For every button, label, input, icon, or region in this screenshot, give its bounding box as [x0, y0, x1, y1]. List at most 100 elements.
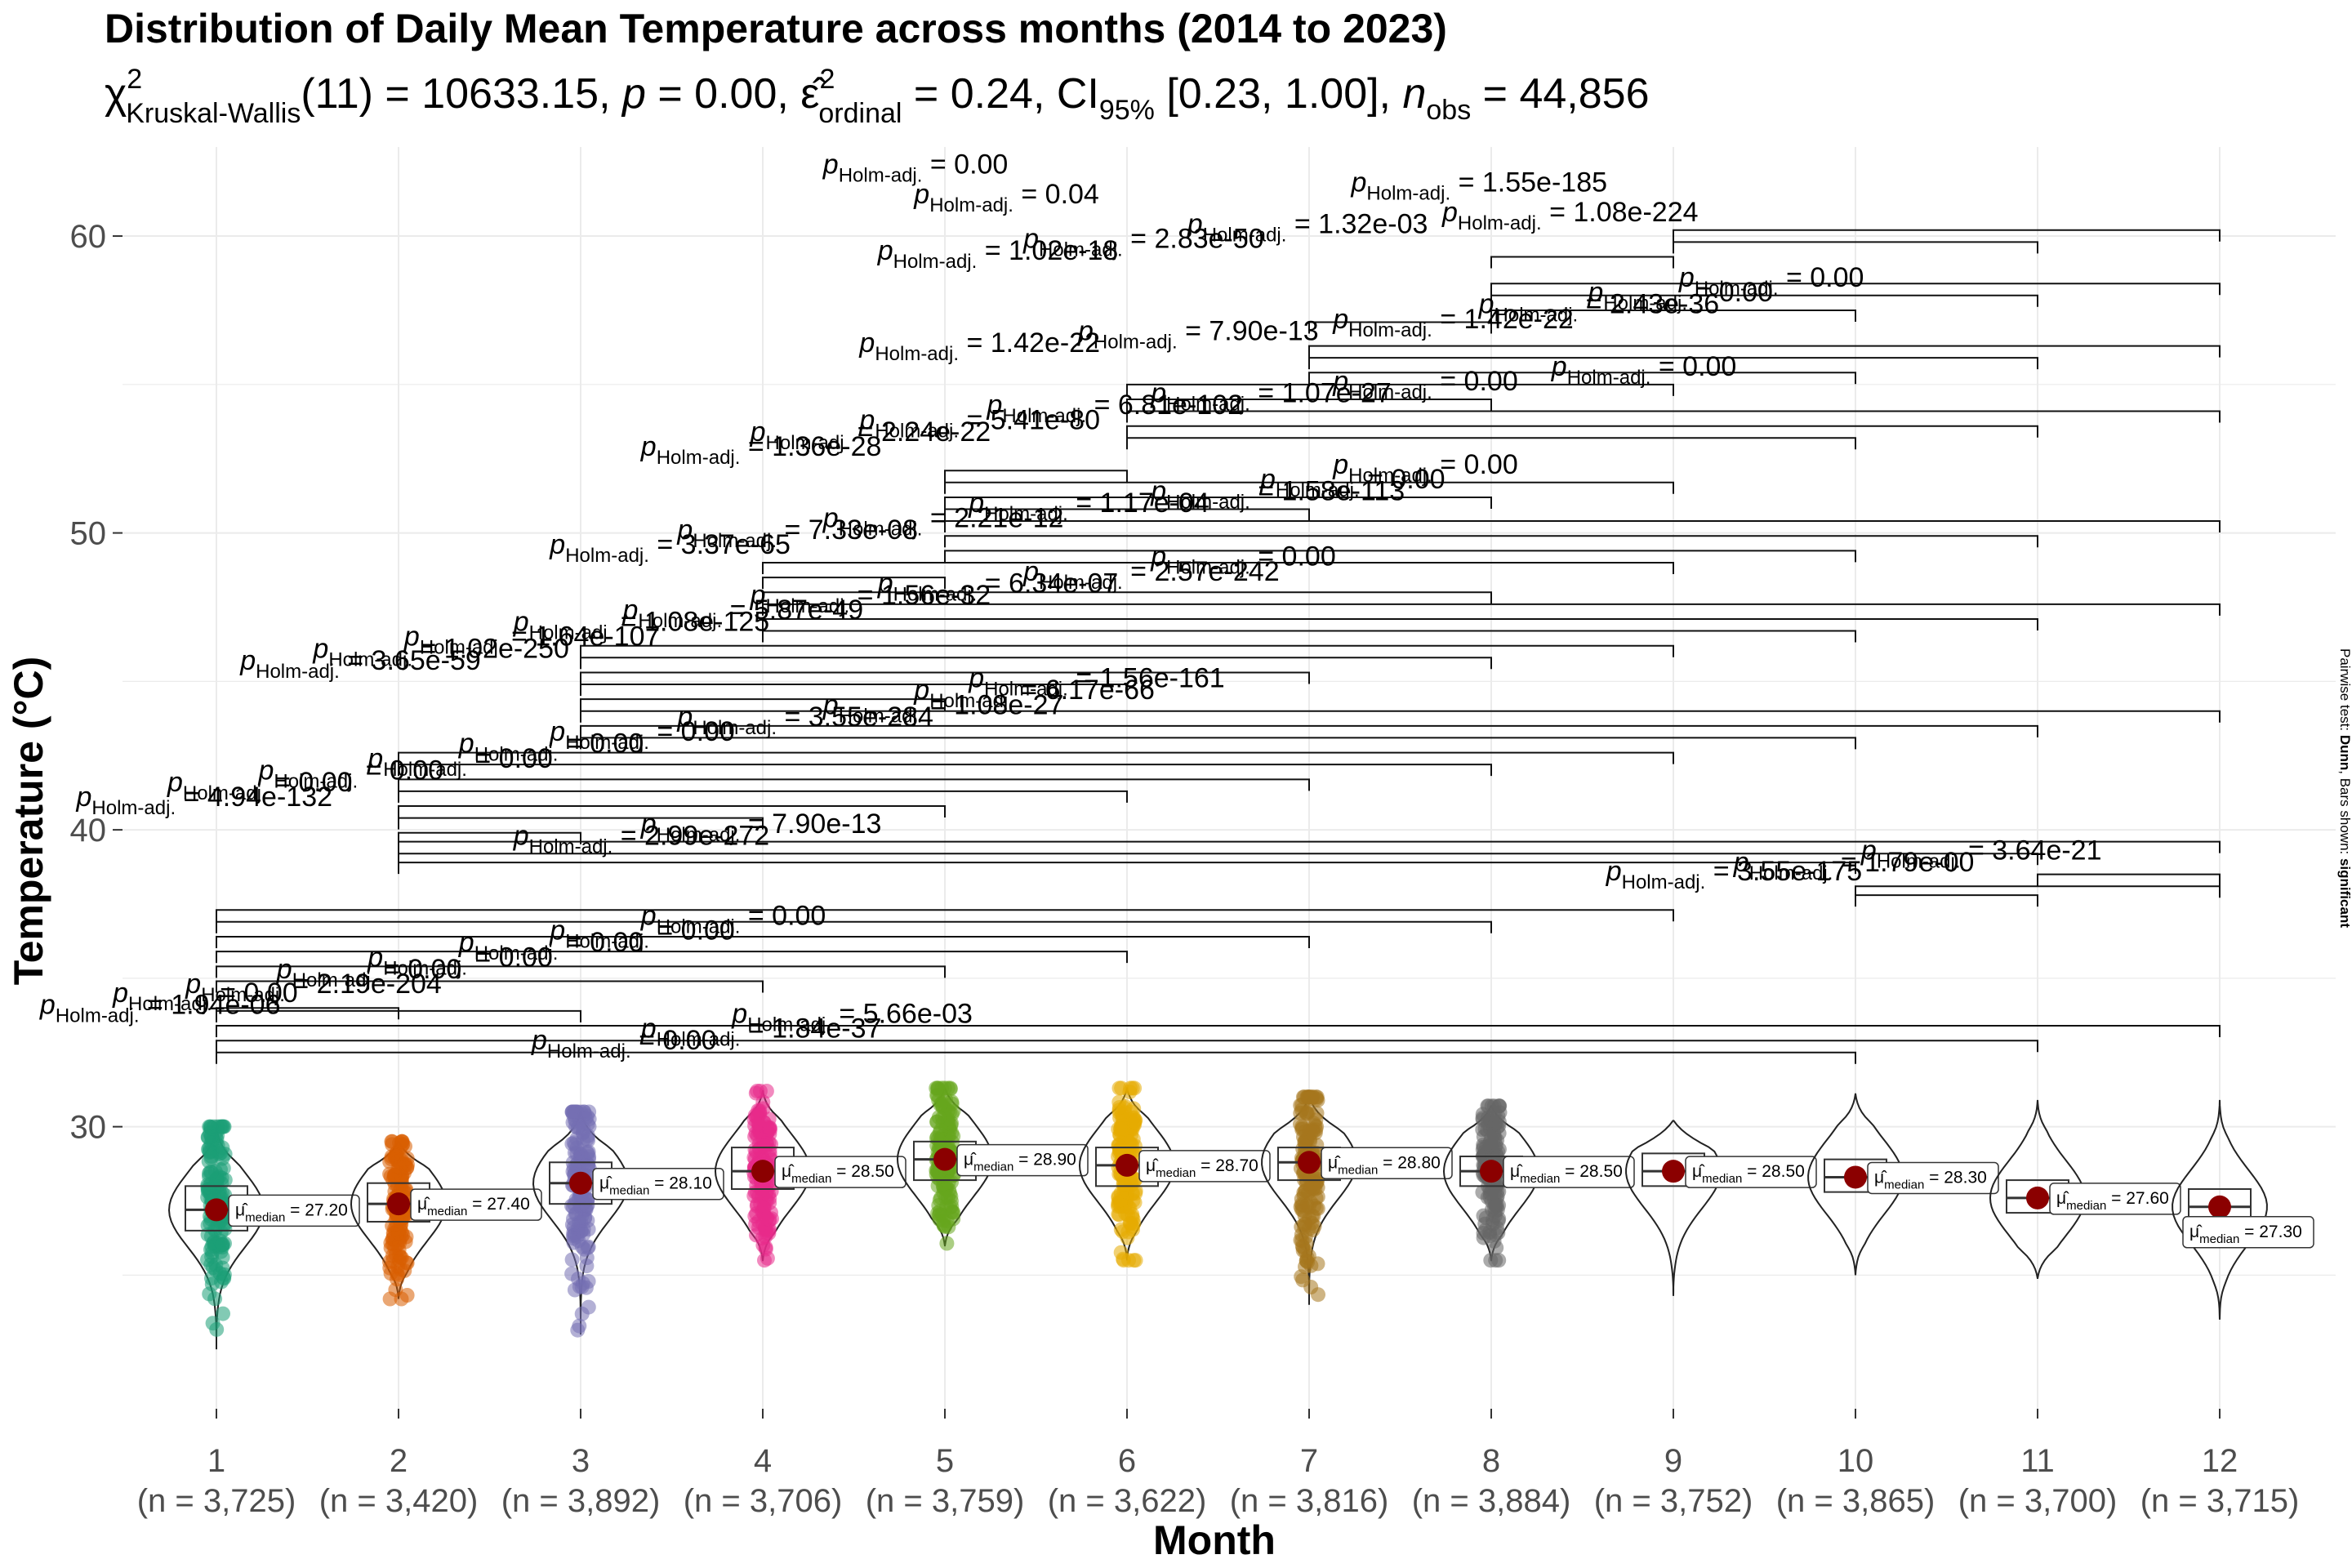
y-tick-label: 60	[70, 219, 107, 255]
data-point	[581, 1144, 596, 1160]
median-label: μ̂median = 28.70	[1138, 1150, 1271, 1183]
data-point	[755, 1183, 770, 1198]
pairwise-p-label: pHolm-adj. = 0.00	[640, 900, 826, 938]
x-count-label: (n = 3,420)	[319, 1483, 479, 1519]
pairwise-p-label: pHolm-adj. = 0.00	[1150, 541, 1336, 579]
violin-group: μ̂median = 28.50	[1442, 1098, 1635, 1268]
median-label: μ̂median = 28.50	[774, 1156, 906, 1188]
data-point	[750, 1196, 765, 1212]
pairwise-bracket	[216, 920, 1492, 933]
x-tick-label: 11	[2020, 1443, 2055, 1479]
data-point	[747, 1107, 763, 1123]
pairwise-p-label: pHolm-adj. = 0.00	[549, 716, 735, 754]
data-point	[1475, 1112, 1490, 1128]
data-point	[581, 1128, 595, 1143]
data-point	[1490, 1183, 1505, 1199]
data-point	[1307, 1125, 1323, 1141]
median-label-text: μ̂median = 28.70	[1146, 1156, 1258, 1180]
x-count-label: (n = 3,725)	[137, 1483, 296, 1519]
data-point	[1113, 1121, 1128, 1136]
median-label-box	[774, 1156, 906, 1188]
pairwise-bracket	[1308, 357, 2038, 370]
data-point	[1128, 1186, 1143, 1201]
pairwise-p-label: pHolm-adj. = 3.37e-65	[549, 529, 791, 567]
pairwise-p-label: pHolm-adj. = 1.08e-125	[513, 607, 770, 644]
data-point	[936, 1217, 951, 1232]
violin-group: μ̂median = 28.80	[1261, 1089, 1453, 1305]
pairwise-p-label: pHolm-adj. = 2.57e-242	[1022, 556, 1280, 594]
x-tick-label: 9	[1664, 1443, 1682, 1479]
median-label-text: μ̂median = 28.80	[1328, 1153, 1441, 1177]
data-point	[1298, 1243, 1312, 1258]
x-axis-title: Month	[1153, 1517, 1276, 1563]
data-point	[1294, 1122, 1310, 1137]
pairwise-p-label: pHolm-adj. = 0.00	[1678, 262, 1864, 300]
data-point	[566, 1160, 581, 1175]
median-label-text: μ̂median = 28.10	[599, 1174, 712, 1198]
pairwise-p-label: pHolm-adj. = 1.84e-37	[640, 1013, 882, 1051]
y-axis-title: Temperature (°C)	[6, 657, 51, 985]
pairwise-p-label: pHolm-adj. = 1.56e-161	[968, 663, 1225, 701]
data-point	[944, 1125, 960, 1141]
pairwise-p-label: pHolm-adj. = 0.04	[913, 179, 1099, 216]
x-count-label: (n = 3,865)	[1776, 1483, 1936, 1519]
median-label-box	[956, 1143, 1089, 1177]
data-point	[1490, 1108, 1506, 1124]
pairwise-p-label: pHolm-adj. = 1.42e-22	[858, 327, 1100, 365]
pairwise-bracket	[2037, 873, 2221, 886]
pairwise-p-label: pHolm-adj. = 1.64e-107	[403, 621, 661, 659]
pairwise-p-label: pHolm-adj. = 2.99e-272	[513, 820, 770, 858]
data-point	[1118, 1206, 1134, 1221]
median-label: μ̂median = 28.30	[1867, 1161, 1999, 1195]
data-point	[581, 1104, 597, 1120]
median-label-box	[2049, 1183, 2181, 1215]
median-label-text: μ̂median = 28.50	[782, 1162, 894, 1186]
data-point	[1126, 1216, 1142, 1232]
y-tick-label: 50	[70, 516, 107, 552]
x-tick-label: 2	[390, 1443, 408, 1479]
chart-subtitle: χ2 Kruskal-Wallis(11) = 10633.15, p = 0.0…	[105, 64, 1650, 129]
pairwise-bracket	[762, 618, 2038, 631]
data-point	[203, 1257, 219, 1272]
pairwise-p-label: pHolm-adj. = 0.00	[1259, 464, 1446, 501]
median-label: μ̂median = 28.90	[956, 1143, 1089, 1177]
pairwise-bracket	[944, 535, 2038, 548]
x-count-label: (n = 3,700)	[1958, 1483, 2118, 1519]
pairwise-p-label: pHolm-adj. = 1.94e-06	[39, 990, 281, 1027]
chart-title: Distribution of Daily Mean Temperature a…	[105, 6, 1447, 51]
data-point	[385, 1231, 401, 1246]
data-point	[757, 1138, 772, 1154]
pairwise-p-label: pHolm-adj. = 1.32e-03	[1187, 208, 1428, 246]
pairwise-p-label: pHolm-adj. = 2.24e-22	[750, 416, 991, 454]
violin-group: μ̂median = 27.30	[2172, 1099, 2314, 1320]
pairwise-p-label: pHolm-adj. = 5.87e-49	[622, 595, 864, 632]
x-tick-label: 7	[1300, 1443, 1318, 1479]
median-label-text: μ̂median = 28.50	[1692, 1162, 1805, 1186]
data-point	[566, 1135, 581, 1151]
median-label-box	[1685, 1156, 1817, 1188]
data-point	[747, 1209, 763, 1224]
median-label-text: μ̂median = 28.50	[1510, 1162, 1623, 1186]
y-axis: 30 40 50 60	[70, 219, 122, 1146]
pairwise-bracket	[398, 778, 1310, 791]
median-label: μ̂median = 28.50	[1685, 1156, 1817, 1188]
pairwise-bracket	[762, 630, 1856, 643]
median-label: μ̂median = 27.40	[410, 1188, 542, 1221]
pairwise-bracket	[1490, 283, 2221, 296]
median-point	[751, 1160, 774, 1183]
median-point	[387, 1192, 410, 1216]
data-point	[933, 1097, 948, 1112]
violin-group: μ̂median = 28.50	[1625, 1120, 1817, 1296]
data-point	[1486, 1212, 1500, 1227]
pairwise-bracket	[1490, 309, 1856, 322]
median-point	[2026, 1186, 2049, 1209]
pairwise-p-label: pHolm-adj. = 0.00	[1332, 449, 1518, 487]
pairwise-p-label: pHolm-adj. = 0.00	[112, 978, 298, 1015]
pairwise-bracket	[1126, 399, 1492, 411]
data-point	[203, 1129, 219, 1144]
data-point	[939, 1236, 955, 1251]
violin-outline	[1989, 1099, 2087, 1279]
median-label: μ̂median = 27.20	[228, 1194, 360, 1227]
x-count-label: (n = 3,752)	[1594, 1483, 1753, 1519]
